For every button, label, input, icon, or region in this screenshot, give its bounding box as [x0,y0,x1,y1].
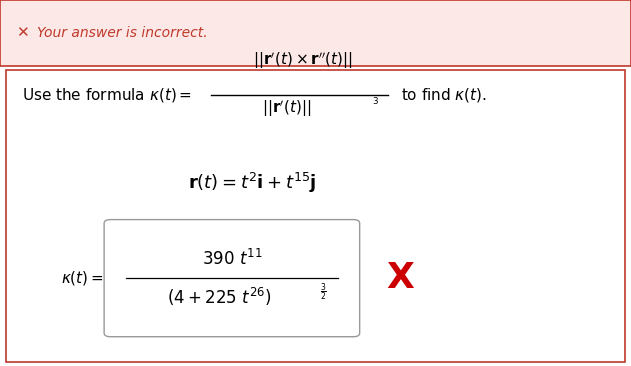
Text: $||\mathbf{r}'(t)||$: $||\mathbf{r}'(t)||$ [262,99,312,119]
Text: $\kappa(t) =$: $\kappa(t) =$ [61,269,104,287]
Text: ✕: ✕ [16,26,28,40]
Text: $(4 + 225\ t^{26})$: $(4 + 225\ t^{26})$ [167,286,271,308]
FancyBboxPatch shape [0,0,631,66]
Text: Use the formula $\kappa(t) =$: Use the formula $\kappa(t) =$ [22,86,192,104]
Text: ${}^3$: ${}^3$ [372,97,379,110]
FancyBboxPatch shape [6,70,625,362]
FancyBboxPatch shape [104,220,360,337]
Text: $\mathbf{r}(t) = t^2\mathbf{i} + t^{15}\mathbf{j}$: $\mathbf{r}(t) = t^2\mathbf{i} + t^{15}\… [188,171,317,195]
Text: $||\mathbf{r}'(t) \times \mathbf{r}''(t)||$: $||\mathbf{r}'(t) \times \mathbf{r}''(t)… [253,51,353,71]
Text: $\mathbf{X}$: $\mathbf{X}$ [386,261,415,295]
Text: $\frac{3}{2}$: $\frac{3}{2}$ [320,282,327,303]
Text: Your answer is incorrect.: Your answer is incorrect. [37,26,207,40]
Text: to find $\kappa(t)$.: to find $\kappa(t)$. [401,86,487,104]
Text: $390\ t^{11}$: $390\ t^{11}$ [201,249,262,269]
